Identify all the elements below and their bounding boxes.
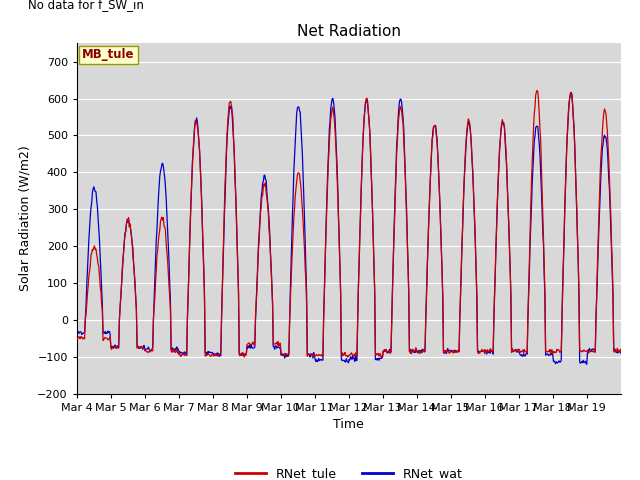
Title: Net Radiation: Net Radiation [297, 24, 401, 39]
Text: No data for f_SW_in: No data for f_SW_in [28, 0, 144, 11]
Legend: RNet_tule, RNet_wat: RNet_tule, RNet_wat [230, 462, 468, 480]
X-axis label: Time: Time [333, 418, 364, 431]
Text: MB_tule: MB_tule [82, 48, 135, 61]
Y-axis label: Solar Radiation (W/m2): Solar Radiation (W/m2) [19, 145, 32, 291]
